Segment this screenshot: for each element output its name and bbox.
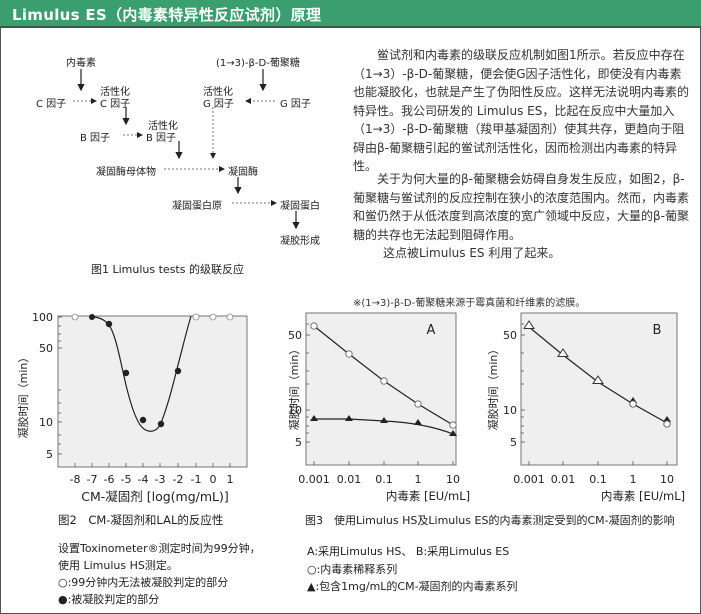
fig2-note-line: ○:99分钟内无法被凝胶判定的部分 (58, 576, 229, 589)
cascade-arrows (73, 69, 300, 230)
svg-text:-1: -1 (191, 473, 202, 486)
paragraph-2: 关于为何大量的β-葡聚糖会妨碍自身发生反应，如图2，β-葡聚糖与鲎试剂的反应控制… (353, 172, 690, 242)
svg-text:50: 50 (503, 329, 517, 342)
page-title: Limulus ES（内毒素特异性反应试剂）原理 (12, 6, 322, 24)
fig3-note-line: ○:内毒素稀释系列 (307, 562, 398, 576)
svg-text:0.001: 0.001 (513, 473, 545, 486)
fig3-note-line: A:采用Limulus HS、 B:采用Limulus ES (307, 545, 510, 558)
node-endotoxin: 内毒素 (66, 58, 96, 69)
figure3-notes: A:采用Limulus HS、 B:采用Limulus ES ○:内毒素稀释系列… (307, 543, 518, 596)
svg-text:-5: -5 (121, 473, 132, 486)
node-gel-formation: 凝胶形成 (280, 236, 320, 247)
svg-text:10: 10 (288, 404, 302, 417)
node-activated-b-factor: B 因子 (146, 133, 177, 144)
node-c-factor: C 因子 (36, 99, 67, 110)
fig3b-open-circles (629, 400, 671, 428)
svg-text:-4: -4 (138, 473, 149, 486)
fig3a-filled-triangles (310, 415, 457, 436)
node-activated-c-factor: C 因子 (100, 99, 131, 110)
panel-label-b: B (653, 323, 662, 338)
fig2-filled-points (89, 314, 182, 428)
fig3b-y-label: 凝胶时间（min） (486, 344, 500, 431)
node-glucan: (1→3)-β-D-葡聚糖 (216, 58, 300, 69)
figure2-notes: 设置Toxinometer®测定时间为99分钟， 使用 Limulus HS测定… (58, 540, 261, 608)
svg-text:5: 5 (510, 436, 517, 449)
paragraph-3: 这点被Limulus ES 利用了起来。 (383, 246, 561, 260)
svg-text:1: 1 (227, 473, 234, 486)
svg-text:100: 100 (32, 311, 53, 324)
svg-text:1: 1 (630, 473, 637, 486)
node-activated-label-3: 活性化 (148, 121, 178, 132)
figure3b-chart: 50 10 5 0.001 0.01 0.1 1 10 B 内毒素 [EU/mL… (486, 312, 685, 503)
fig3-note-line: ▲:包含1mg/mL的CM-凝固剂的内毒素系列 (307, 580, 518, 593)
node-clotting-enzyme: 凝固酶 (228, 167, 258, 178)
fig3b-plot-area (520, 312, 678, 466)
fig3a-y-label: 凝胶时间（min） (287, 344, 301, 431)
node-b-factor: B 因子 (80, 133, 111, 144)
svg-text:50: 50 (39, 342, 53, 355)
fig2-x-label: CM-凝固剂 [log(mg/mL)] (81, 489, 229, 504)
fig3a-plot-area (305, 312, 457, 466)
svg-text:-2: -2 (173, 473, 184, 486)
svg-text:1: 1 (415, 473, 422, 486)
fig3b-x-label: 内毒素 [EU/mL] (601, 489, 685, 503)
figure3-caption: 图3 使用Limulus HS及Limulus ES的内毒素测定受到的CM-凝固… (305, 514, 675, 527)
svg-text:0.1: 0.1 (589, 473, 607, 486)
fig3a-x-label: 内毒素 [EU/mL] (386, 489, 470, 503)
figure1-caption: 图1 Limulus tests 的级联反应 (91, 263, 244, 276)
node-g-factor: G 因子 (280, 99, 311, 110)
svg-text:10: 10 (446, 473, 460, 486)
svg-text:0.01: 0.01 (337, 473, 362, 486)
fig2-x-ticks (74, 463, 231, 467)
svg-text:5: 5 (295, 436, 302, 449)
node-coagulogen: 凝固蛋白原 (172, 201, 222, 212)
svg-text:-8: -8 (70, 473, 81, 486)
paragraph-1: 鲎试剂和内毒素的级联反应机制如图1所示。若反应中存在（1→3）-β-D-葡聚糖，… (353, 48, 690, 173)
node-activated-label-2: 活性化 (203, 87, 233, 98)
fig2-y-label: 凝胶时间（min） (16, 352, 30, 439)
fig2-note-line: ●:被凝胶判定的部分 (58, 593, 160, 606)
fig2-open-points (71, 313, 234, 321)
svg-text:10: 10 (39, 416, 53, 429)
fig2-plot-area (57, 315, 248, 468)
footnote: ※(1→3)-β-D-葡聚糖来源于霉真菌和纤维素的滤膜。 (353, 298, 586, 309)
svg-text:0.01: 0.01 (551, 473, 576, 486)
panel-label-a: A (427, 323, 436, 338)
figure3a-chart: 50 10 5 0.001 0.01 0.1 1 10 A 内毒素 [EU/mL… (287, 312, 470, 503)
svg-text:0.1: 0.1 (375, 473, 393, 486)
svg-text:-7: -7 (87, 473, 98, 486)
svg-text:0: 0 (210, 473, 217, 486)
svg-text:0.001: 0.001 (298, 473, 330, 486)
node-activated-label-1: 活性化 (100, 87, 130, 98)
svg-text:10: 10 (503, 404, 517, 417)
figure2-caption: 图2 CM-凝固剂和LAL的反应性 (58, 513, 224, 527)
node-activated-g-factor: G 因子 (203, 99, 234, 110)
fig2-note-line: 设置Toxinometer®测定时间为99分钟， (58, 542, 261, 555)
svg-text:10: 10 (660, 473, 674, 486)
svg-text:-6: -6 (104, 473, 115, 486)
svg-text:-3: -3 (155, 473, 166, 486)
header-bar: Limulus ES（内毒素特异性反应试剂）原理 (0, 0, 701, 28)
figure2-chart: 100 50 10 5 -8 -7 -6 -5 -4 -3 -2 -1 0 1 … (16, 311, 248, 504)
fig3a-open-circles (310, 322, 457, 429)
node-coagulin: 凝固蛋白 (280, 201, 320, 212)
node-proenzyme: 凝固酶母体物 (96, 167, 156, 178)
svg-text:50: 50 (288, 329, 302, 342)
svg-text:5: 5 (46, 448, 53, 461)
fig2-note-line: 使用 Limulus HS测定。 (58, 559, 178, 572)
fig3b-open-triangles (523, 320, 604, 384)
